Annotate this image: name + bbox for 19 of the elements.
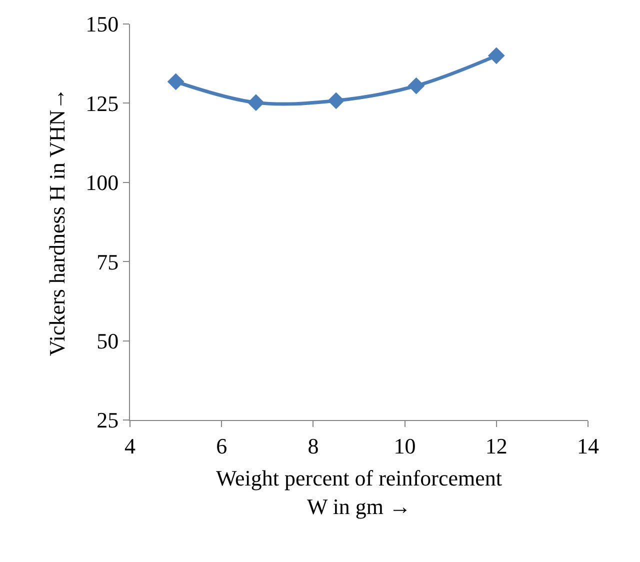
x-tick-label: 4 — [124, 433, 136, 458]
y-tick-label: 50 — [96, 328, 119, 354]
point — [167, 73, 184, 90]
x-tick-label: 12 — [485, 433, 508, 458]
x-tick-label: 10 — [394, 433, 416, 458]
y-tick-label: 75 — [96, 249, 119, 274]
x-tick-label: 8 — [308, 433, 319, 458]
x-tick-label: 14 — [577, 433, 599, 458]
point — [328, 92, 345, 110]
y-tick-label: 25 — [96, 408, 119, 433]
y-tick-label: 125 — [86, 90, 119, 116]
x-axis-title: Weight percent of reinforcement W in gm → — [216, 465, 502, 519]
point — [248, 94, 264, 112]
point — [488, 47, 505, 64]
point — [408, 77, 425, 94]
x-tick-label: 6 — [216, 433, 228, 458]
y-tick-label: 150 — [86, 12, 119, 37]
y-axis-title: Vickers hardness H in VHN→ — [44, 88, 70, 356]
y-tick-label: 100 — [86, 170, 119, 196]
